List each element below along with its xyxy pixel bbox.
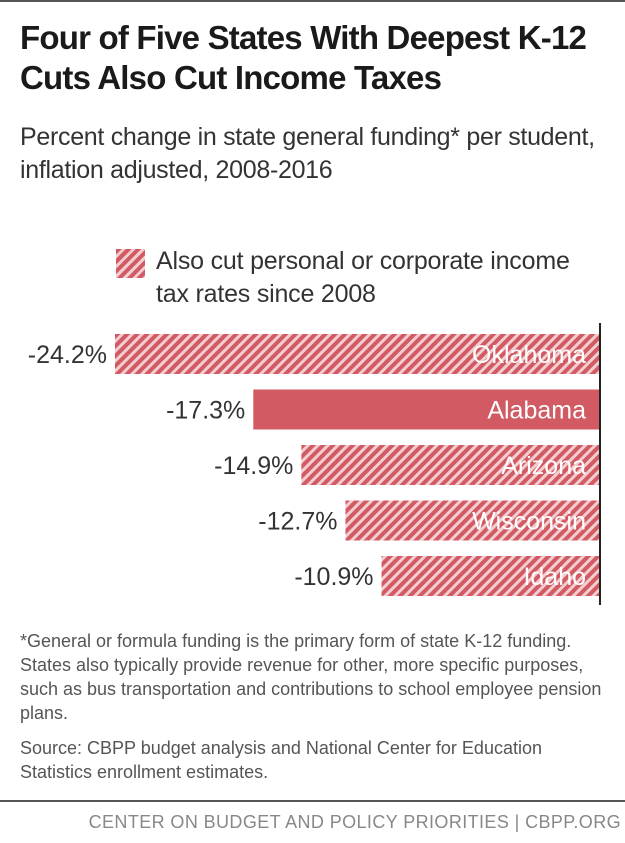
legend-label: Also cut personal or corporate income ta… (156, 247, 570, 308)
bar-label-alabama: Alabama (487, 397, 586, 425)
bar-label-arizona: Arizona (501, 452, 586, 480)
top-rule (0, 0, 625, 2)
footnote: *General or formula funding is the prima… (20, 631, 602, 723)
bottom-rule (0, 800, 625, 802)
bar-label-wisconsin: Wisconsin (472, 508, 586, 536)
bar-label-idaho: Idaho (523, 563, 586, 591)
bar-alabama (253, 389, 600, 430)
bar-label-oklahoma: Oklahoma (472, 341, 586, 369)
bar-idaho (381, 556, 600, 596)
chart-subtitle: Percent change in state general funding*… (20, 123, 595, 184)
value-label-arizona: -14.9% (214, 452, 293, 480)
bar-wisconsin (345, 500, 600, 541)
value-label-idaho: -10.9% (294, 563, 373, 591)
bar-arizona (301, 445, 600, 485)
legend-swatch-hatched (116, 249, 145, 278)
value-label-alabama: -17.3% (166, 397, 245, 425)
value-label-wisconsin: -12.7% (258, 508, 337, 536)
publisher-credit: CENTER ON BUDGET AND POLICY PRIORITIES |… (88, 812, 621, 832)
bar-chart: Oklahoma -24.2% Alabama -17.3% Arizona -14.9%… (28, 323, 601, 605)
value-label-oklahoma: -24.2% (28, 341, 107, 369)
source-note: Source: CBPP budget analysis and Nationa… (20, 738, 542, 782)
chart-title: Four of Five States With Deepest K-12 Cu… (20, 19, 587, 96)
bar-oklahoma (115, 334, 600, 374)
